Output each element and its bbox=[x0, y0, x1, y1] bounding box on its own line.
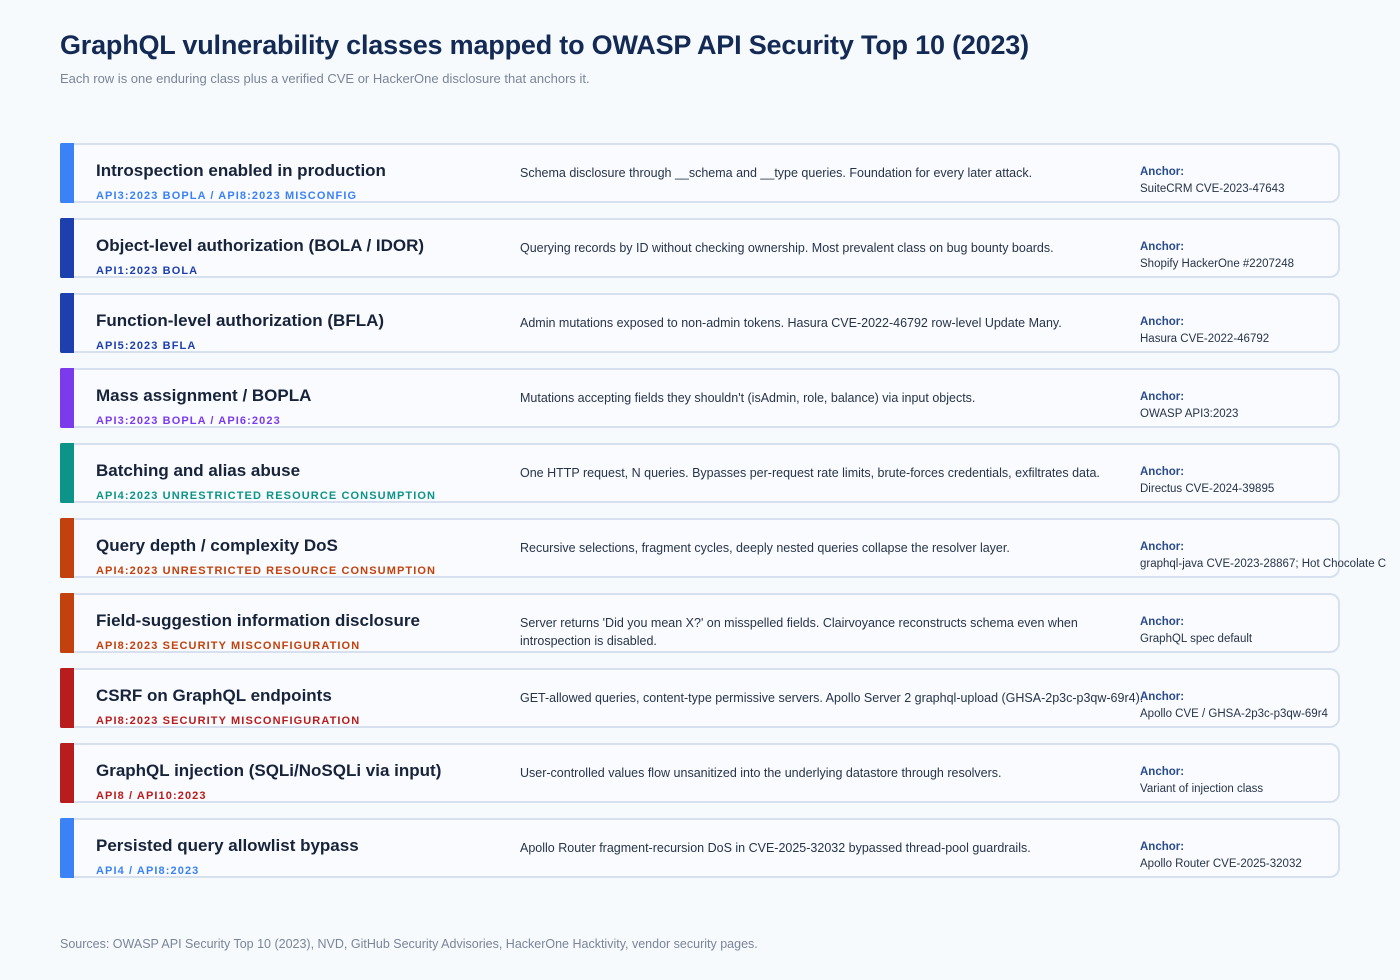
anchor-value: graphql-java CVE-2023-28867; Hot Chocola… bbox=[1140, 558, 1387, 570]
vulnerability-list: Introspection enabled in production API3:… bbox=[60, 143, 1386, 893]
anchor-value: Apollo Router CVE-2025-32032 bbox=[1140, 858, 1302, 870]
table-row: Query depth / complexity DoS API4:2023 UN… bbox=[60, 518, 1386, 578]
row-owasp-tag: API8 / API10:2023 bbox=[96, 790, 207, 802]
row-owasp-tag: API5:2023 BFLA bbox=[96, 340, 197, 352]
anchor-label: Anchor: bbox=[1140, 241, 1185, 253]
row-accent-bar bbox=[60, 293, 74, 353]
row-description: Recursive selections, fragment cycles, d… bbox=[520, 541, 1010, 555]
row-owasp-tag: API8:2023 SECURITY MISCONFIGURATION bbox=[96, 640, 361, 652]
table-row: Object-level authorization (BOLA / IDOR)… bbox=[60, 218, 1340, 278]
row-title: Introspection enabled in production bbox=[96, 161, 386, 180]
anchor-label: Anchor: bbox=[1140, 166, 1185, 178]
sources-note: Sources: OWASP API Security Top 10 (2023… bbox=[60, 937, 758, 951]
table-row: Introspection enabled in production API3:… bbox=[60, 143, 1340, 203]
anchor-value: OWASP API3:2023 bbox=[1140, 408, 1239, 420]
anchor-label: Anchor: bbox=[1140, 766, 1185, 778]
page-subtitle: Each row is one enduring class plus a ve… bbox=[60, 71, 590, 86]
anchor-value: SuiteCRM CVE-2023-47643 bbox=[1140, 183, 1285, 195]
table-row: Function-level authorization (BFLA) API5:… bbox=[60, 293, 1340, 353]
row-title: Field-suggestion information disclosure bbox=[96, 611, 420, 630]
anchor-value: Apollo CVE / GHSA-2p3c-p3qw-69r4 bbox=[1140, 708, 1328, 720]
anchor-label: Anchor: bbox=[1140, 541, 1185, 553]
row-title: Batching and alias abuse bbox=[96, 461, 301, 480]
anchor-label: Anchor: bbox=[1140, 691, 1185, 703]
row-accent-bar bbox=[60, 143, 74, 203]
table-row: GraphQL injection (SQLi/NoSQLi via input… bbox=[60, 743, 1340, 803]
anchor-label: Anchor: bbox=[1140, 391, 1185, 403]
row-accent-bar bbox=[60, 593, 74, 653]
row-owasp-tag: API4:2023 UNRESTRICTED RESOURCE CONSUMPT… bbox=[96, 490, 437, 502]
row-accent-bar bbox=[60, 443, 74, 503]
anchor-label: Anchor: bbox=[1140, 316, 1185, 328]
anchor-label: Anchor: bbox=[1140, 616, 1185, 628]
row-title: Persisted query allowlist bypass bbox=[96, 836, 359, 855]
table-row: CSRF on GraphQL endpoints API8:2023 SECUR… bbox=[60, 668, 1340, 728]
anchor-value: Shopify HackerOne #2207248 bbox=[1140, 258, 1295, 270]
row-title: CSRF on GraphQL endpoints bbox=[96, 686, 332, 705]
table-row: Persisted query allowlist bypass API4 / A… bbox=[60, 818, 1340, 878]
anchor-value: GraphQL spec default bbox=[1140, 633, 1253, 645]
table-row: Mass assignment / BOPLA API3:2023 BOPLA /… bbox=[60, 368, 1340, 428]
row-description: Apollo Router fragment-recursion DoS in … bbox=[520, 841, 1031, 855]
row-accent-bar bbox=[60, 218, 74, 278]
row-title: GraphQL injection (SQLi/NoSQLi via input… bbox=[96, 761, 442, 780]
row-accent-bar bbox=[60, 518, 74, 578]
row-title: Object-level authorization (BOLA / IDOR) bbox=[96, 236, 425, 255]
row-description: Querying records by ID without checking … bbox=[520, 241, 1054, 255]
row-owasp-tag: API3:2023 BOPLA / API6:2023 bbox=[96, 415, 281, 427]
anchor-value: Variant of injection class bbox=[1140, 783, 1264, 795]
row-accent-bar bbox=[60, 668, 74, 728]
anchor-value: Hasura CVE-2022-46792 bbox=[1140, 333, 1270, 345]
row-title: Mass assignment / BOPLA bbox=[96, 386, 312, 405]
table-row: Field-suggestion information disclosure A… bbox=[60, 593, 1340, 653]
row-description: User-controlled values flow unsanitized … bbox=[520, 766, 1002, 780]
row-accent-bar bbox=[60, 818, 74, 878]
row-description: GET-allowed queries, content-type permis… bbox=[520, 691, 1144, 705]
row-owasp-tag: API3:2023 BOPLA / API8:2023 MISCONFIG bbox=[96, 190, 358, 202]
row-description: Server returns 'Did you mean X?' on miss… bbox=[520, 616, 1078, 648]
row-title: Function-level authorization (BFLA) bbox=[96, 311, 385, 330]
row-accent-bar bbox=[60, 368, 74, 428]
table-row: Batching and alias abuse API4:2023 UNREST… bbox=[60, 443, 1340, 503]
row-accent-bar bbox=[60, 743, 74, 803]
row-owasp-tag: API8:2023 SECURITY MISCONFIGURATION bbox=[96, 715, 361, 727]
row-description: Schema disclosure through __schema and _… bbox=[520, 166, 1033, 180]
row-description: Admin mutations exposed to non-admin tok… bbox=[520, 316, 1062, 330]
row-description: Mutations accepting fields they shouldn'… bbox=[520, 391, 976, 405]
row-owasp-tag: API4 / API8:2023 bbox=[96, 865, 200, 877]
row-description: One HTTP request, N queries. Bypasses pe… bbox=[520, 466, 1100, 480]
anchor-label: Anchor: bbox=[1140, 466, 1185, 478]
page-title: GraphQL vulnerability classes mapped to … bbox=[60, 30, 1029, 60]
row-owasp-tag: API1:2023 BOLA bbox=[96, 265, 199, 277]
anchor-value: Directus CVE-2024-39895 bbox=[1140, 483, 1275, 495]
anchor-label: Anchor: bbox=[1140, 841, 1185, 853]
row-title: Query depth / complexity DoS bbox=[96, 536, 338, 555]
row-owasp-tag: API4:2023 UNRESTRICTED RESOURCE CONSUMPT… bbox=[96, 565, 437, 577]
